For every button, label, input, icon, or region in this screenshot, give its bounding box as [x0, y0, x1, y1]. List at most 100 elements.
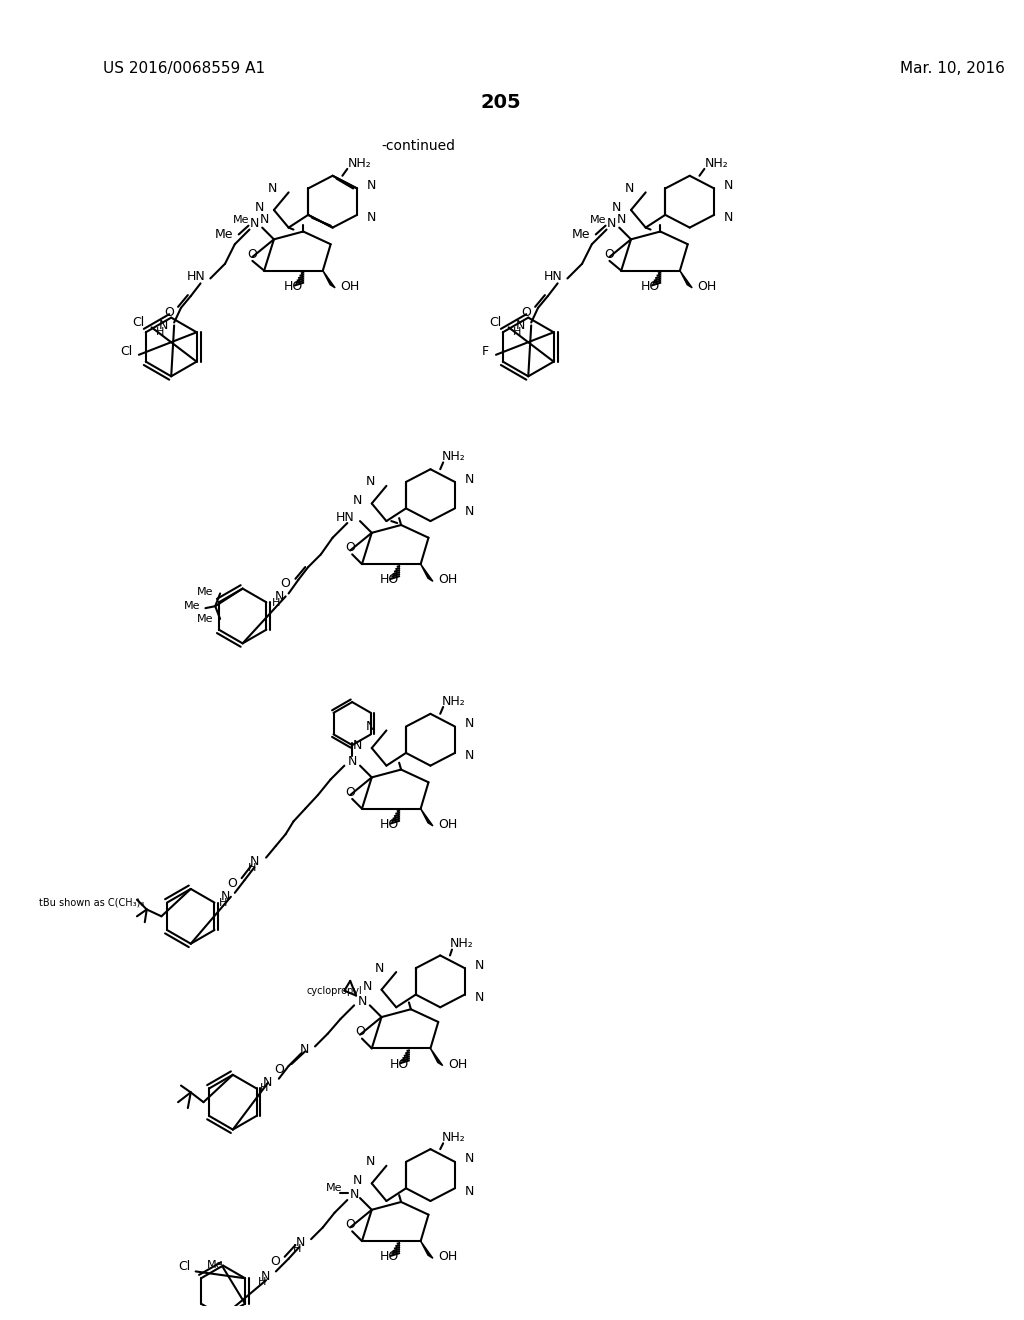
Text: cyclopropyl: cyclopropyl: [307, 986, 362, 995]
Text: Me: Me: [184, 601, 201, 611]
Text: N: N: [366, 475, 375, 488]
Text: NH₂: NH₂: [442, 450, 466, 463]
Text: N: N: [465, 1185, 474, 1197]
Text: N: N: [367, 180, 376, 191]
Text: O: O: [248, 248, 257, 260]
Text: H: H: [218, 898, 227, 908]
Polygon shape: [421, 1241, 433, 1258]
Text: N: N: [296, 1236, 305, 1249]
Text: H: H: [258, 1278, 266, 1287]
Text: N: N: [300, 1043, 309, 1056]
Text: O: O: [164, 306, 174, 319]
Text: N: N: [724, 211, 733, 224]
Text: 205: 205: [480, 92, 521, 112]
Polygon shape: [421, 809, 433, 826]
Text: HO: HO: [284, 280, 303, 293]
Text: N: N: [259, 214, 269, 226]
Text: O: O: [604, 248, 614, 260]
Text: N: N: [362, 981, 372, 993]
Text: tBu shown as C(CH₃)₃: tBu shown as C(CH₃)₃: [39, 898, 144, 908]
Text: N: N: [465, 473, 474, 486]
Text: Cl: Cl: [178, 1261, 190, 1272]
Text: OH: OH: [340, 280, 359, 293]
Text: H: H: [293, 1243, 301, 1254]
Text: N: N: [724, 180, 733, 191]
Text: -continued: -continued: [382, 140, 456, 153]
Text: N: N: [250, 855, 259, 869]
Text: N: N: [625, 182, 634, 195]
Text: N: N: [262, 1076, 272, 1089]
Text: N: N: [352, 494, 361, 507]
Text: US 2016/0068559 A1: US 2016/0068559 A1: [102, 61, 265, 75]
Text: H: H: [513, 327, 521, 338]
Text: Me: Me: [207, 1259, 223, 1270]
Text: HN: HN: [544, 271, 562, 282]
Text: N: N: [347, 755, 357, 768]
Text: N: N: [474, 958, 484, 972]
Text: H: H: [260, 1084, 268, 1093]
Text: HO: HO: [380, 1250, 399, 1263]
Text: O: O: [270, 1255, 280, 1269]
Text: N: N: [250, 218, 259, 230]
Text: O: O: [345, 541, 355, 554]
Text: Cl: Cl: [489, 315, 502, 329]
Text: HO: HO: [380, 573, 399, 586]
Text: HN: HN: [336, 511, 354, 524]
Text: H: H: [156, 327, 165, 338]
Text: NH₂: NH₂: [442, 1131, 466, 1144]
Text: N: N: [274, 590, 284, 603]
Text: Me: Me: [197, 614, 213, 624]
Text: Cl: Cl: [132, 315, 144, 329]
Text: N: N: [465, 504, 474, 517]
Text: N: N: [349, 1188, 358, 1201]
Text: N: N: [474, 991, 484, 1005]
Text: Mar. 10, 2016: Mar. 10, 2016: [900, 61, 1005, 75]
Text: N: N: [220, 890, 230, 903]
Text: N: N: [367, 211, 376, 224]
Text: N: N: [366, 719, 375, 733]
Text: F: F: [482, 346, 489, 358]
Text: O: O: [355, 1026, 365, 1039]
Text: Me: Me: [233, 215, 250, 224]
Text: OH: OH: [697, 280, 717, 293]
Text: OH: OH: [438, 818, 458, 830]
Text: Me: Me: [214, 228, 232, 242]
Text: O: O: [345, 785, 355, 799]
Text: HN: HN: [186, 271, 206, 282]
Text: Me: Me: [571, 228, 590, 242]
Text: O: O: [521, 306, 531, 319]
Text: H: H: [248, 863, 256, 874]
Text: Me: Me: [197, 586, 213, 597]
Text: OH: OH: [438, 1250, 458, 1263]
Text: N: N: [465, 1152, 474, 1166]
Text: N: N: [255, 201, 264, 214]
Polygon shape: [323, 271, 335, 288]
Text: N: N: [366, 1155, 375, 1168]
Text: N: N: [465, 717, 474, 730]
Polygon shape: [430, 1048, 442, 1065]
Text: N: N: [261, 1270, 270, 1283]
Text: HO: HO: [641, 280, 660, 293]
Text: O: O: [273, 1064, 284, 1076]
Text: N: N: [516, 319, 525, 331]
Text: N: N: [611, 201, 622, 214]
Text: HO: HO: [380, 818, 399, 830]
Text: N: N: [159, 319, 168, 331]
Text: NH₂: NH₂: [347, 157, 371, 169]
Text: O: O: [345, 1218, 355, 1232]
Text: O: O: [281, 577, 291, 590]
Text: OH: OH: [438, 573, 458, 586]
Text: NH₂: NH₂: [705, 157, 728, 169]
Text: NH₂: NH₂: [450, 937, 474, 950]
Text: Me: Me: [326, 1183, 342, 1193]
Text: H: H: [271, 598, 280, 609]
Text: N: N: [352, 739, 361, 751]
Text: N: N: [375, 962, 384, 974]
Text: N: N: [352, 1173, 361, 1187]
Text: NH₂: NH₂: [442, 694, 466, 708]
Text: N: N: [616, 214, 626, 226]
Polygon shape: [680, 271, 692, 288]
Text: Me: Me: [590, 215, 606, 224]
Text: N: N: [607, 218, 616, 230]
Text: N: N: [267, 182, 276, 195]
